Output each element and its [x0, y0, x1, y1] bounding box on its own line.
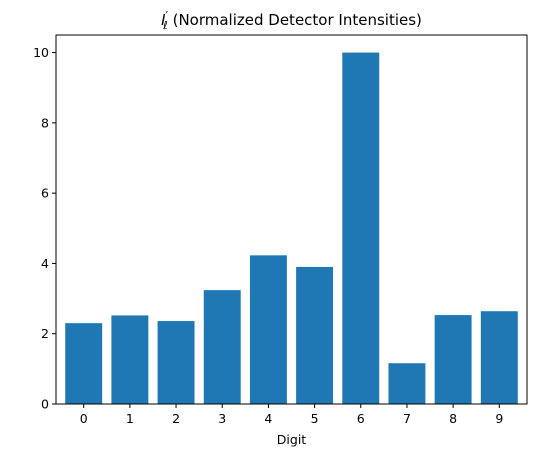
x-tick-label: 7 — [403, 411, 411, 426]
chart-title-subscript: ℓ — [162, 19, 168, 32]
bar-digit-1 — [111, 315, 149, 404]
y-tick-label: 4 — [41, 256, 49, 271]
chart-title: I′ ℓ (Normalized Detector Intensities) — [161, 9, 422, 32]
bar-digit-7 — [388, 363, 426, 404]
x-tick-label: 2 — [172, 411, 180, 426]
y-tick-label: 10 — [33, 45, 49, 60]
bar-digit-3 — [203, 290, 241, 404]
x-tick-label: 1 — [126, 411, 134, 426]
bar-digit-6 — [342, 52, 380, 404]
bar-digit-4 — [249, 255, 287, 404]
bars-group — [65, 52, 518, 404]
plot-frame — [55, 34, 528, 405]
x-axis-ticks: 0 1 2 3 4 5 6 7 8 9 — [80, 404, 503, 426]
bar-digit-8 — [434, 315, 472, 404]
bar-digit-5 — [296, 266, 334, 404]
x-tick-label: 6 — [357, 411, 365, 426]
x-tick-label: 8 — [449, 411, 457, 426]
y-tick-label: 6 — [41, 186, 49, 201]
x-tick-label: 9 — [495, 411, 503, 426]
x-tick-label: 0 — [80, 411, 88, 426]
x-tick-label: 5 — [311, 411, 319, 426]
x-axis-label: Digit — [277, 432, 307, 447]
chart-title-prime: ′ — [166, 9, 169, 23]
chart-title-text: (Normalized Detector Intensities) — [168, 11, 422, 29]
bar-digit-9 — [480, 311, 518, 404]
chart-title-symbol: I — [161, 11, 166, 29]
x-tick-label: 4 — [264, 411, 272, 426]
bar-digit-2 — [157, 321, 195, 404]
x-tick-label: 3 — [218, 411, 226, 426]
bar-digit-0 — [65, 323, 103, 404]
y-tick-label: 2 — [41, 326, 49, 341]
y-tick-label: 8 — [41, 115, 49, 130]
y-axis-ticks: 0 2 4 6 8 10 — [33, 45, 56, 412]
y-tick-label: 0 — [41, 397, 49, 412]
